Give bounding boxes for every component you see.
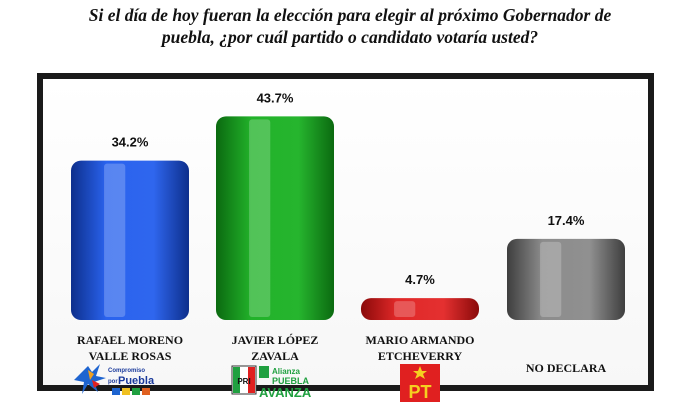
logo-compromiso-text: Compromiso: [108, 368, 145, 374]
value-label-3: 17.4%: [548, 213, 585, 228]
logo-por-text: por: [108, 379, 118, 385]
bar-1: [216, 116, 334, 320]
value-label-0: 34.2%: [112, 135, 149, 150]
category-label-2-0: MARIO ARMANDO: [366, 333, 475, 347]
category-labels-layer: RAFAEL MORENO VALLE ROSAS JAVIER LÓPEZ ZAVA…: [77, 333, 607, 375]
compromiso-por-puebla-logo: Compromiso por Puebla: [74, 364, 155, 395]
logo-pri-text: PRI: [237, 377, 250, 386]
chart-title: Si el día de hoy fueran la elección para…: [0, 4, 700, 48]
category-label-0-0: RAFAEL MORENO: [77, 333, 183, 347]
logo-puebla-avanza-text: PUEBLA: [272, 376, 310, 386]
bar-highlight-2: [394, 301, 416, 317]
bar-3: [507, 238, 625, 320]
alianza-puebla-avanza-logo: PRI Alianza PUEBLA AVANZA: [231, 365, 312, 400]
bar-highlight-1: [249, 119, 271, 317]
bar-2: [361, 298, 479, 320]
bar-0: [71, 160, 189, 320]
chart-title-line-1: Si el día de hoy fueran la elección para…: [88, 5, 612, 25]
bar-highlight-3: [540, 241, 562, 317]
category-label-1-0: JAVIER LÓPEZ: [232, 333, 319, 347]
category-label-1-1: ZAVALA: [251, 349, 299, 363]
value-labels-layer: 34.2% 43.7% 4.7% 17.4%: [112, 90, 585, 287]
category-label-3-0: NO DECLARA: [526, 361, 607, 375]
logo-alianza-text: Alianza: [272, 367, 301, 376]
logo-puebla-text: Puebla: [118, 375, 155, 387]
value-label-1: 43.7%: [257, 90, 294, 105]
logo-avanza-text: AVANZA: [259, 385, 312, 400]
category-label-2-1: ETCHEVERRY: [378, 349, 463, 363]
bar-highlight-0: [104, 163, 126, 317]
bars-layer: [71, 116, 625, 320]
chart-title-line-2: puebla, ¿por cuál partido o candidato vo…: [161, 27, 539, 47]
value-label-2: 4.7%: [405, 272, 435, 287]
pt-logo: PT: [400, 364, 440, 402]
logo-pt-text: PT: [408, 382, 431, 402]
category-label-0-1: VALLE ROSAS: [89, 349, 172, 363]
